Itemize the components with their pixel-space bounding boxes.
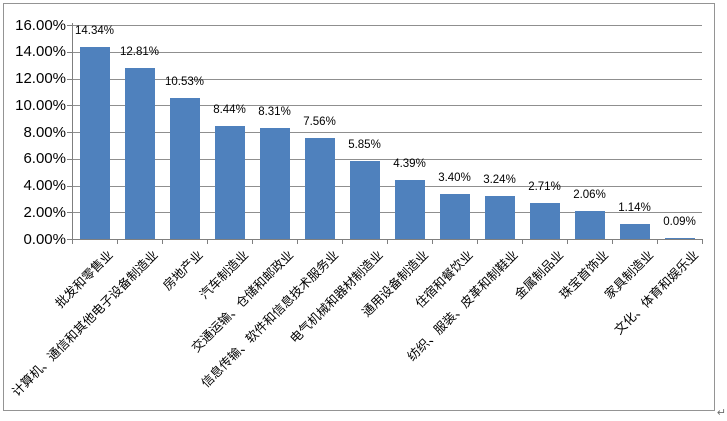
chart-canvas[interactable] (3, 3, 715, 411)
paragraph-mark: ↵ (716, 407, 726, 419)
